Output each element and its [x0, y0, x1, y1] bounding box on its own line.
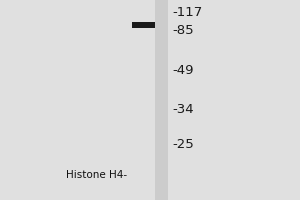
Text: -117: -117 — [172, 6, 203, 20]
Text: -34: -34 — [172, 103, 194, 116]
Bar — [154, 0, 168, 200]
Text: Histone H4-: Histone H4- — [66, 170, 128, 180]
Bar — [132, 22, 154, 28]
Text: -85: -85 — [172, 24, 194, 38]
Text: -49: -49 — [172, 64, 194, 77]
Text: -25: -25 — [172, 138, 194, 150]
